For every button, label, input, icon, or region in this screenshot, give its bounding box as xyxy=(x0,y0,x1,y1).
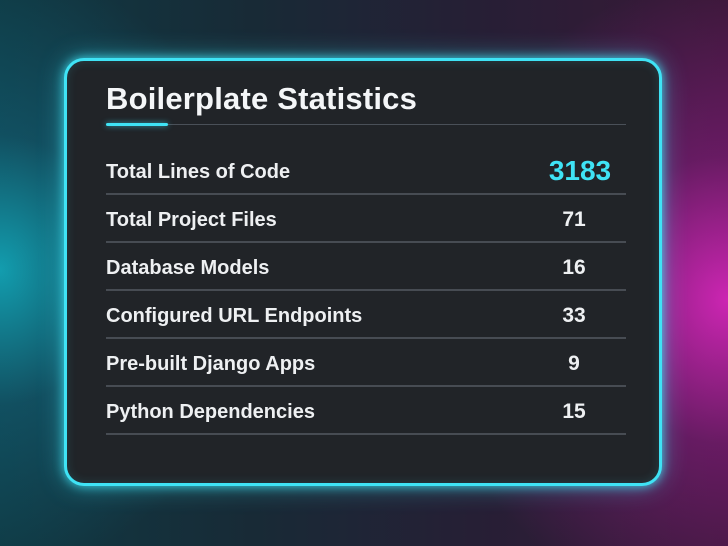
stat-row-url-endpoints: Configured URL Endpoints 33 xyxy=(106,291,626,339)
stat-label: Database Models xyxy=(106,257,270,279)
stat-row-total-lines: Total Lines of Code 3183 xyxy=(106,147,626,195)
title-accent-bar xyxy=(106,123,168,126)
stat-row-project-files: Total Project Files 71 xyxy=(106,195,626,243)
stat-label: Total Lines of Code xyxy=(106,161,291,183)
stat-label: Pre-built Django Apps xyxy=(106,353,316,375)
stat-row-django-apps: Pre-built Django Apps 9 xyxy=(106,339,626,387)
statistics-list: Total Lines of Code 3183 Total Project F… xyxy=(106,147,626,435)
statistics-card: Boilerplate Statistics Total Lines of Co… xyxy=(64,58,662,486)
stat-value: 16 xyxy=(562,256,586,279)
stat-value: 9 xyxy=(568,352,580,375)
stat-value: 33 xyxy=(562,304,586,327)
stat-row-database-models: Database Models 16 xyxy=(106,243,626,291)
stat-label: Configured URL Endpoints xyxy=(106,305,363,327)
title-divider xyxy=(106,124,626,125)
stat-row-python-dependencies: Python Dependencies 15 xyxy=(106,387,626,435)
stat-value: 15 xyxy=(562,400,586,423)
stat-value: 3183 xyxy=(548,155,612,186)
stat-label: Total Project Files xyxy=(106,209,277,231)
card-title: Boilerplate Statistics xyxy=(106,81,418,116)
stat-value: 71 xyxy=(562,208,586,231)
stat-label: Python Dependencies xyxy=(106,401,315,423)
